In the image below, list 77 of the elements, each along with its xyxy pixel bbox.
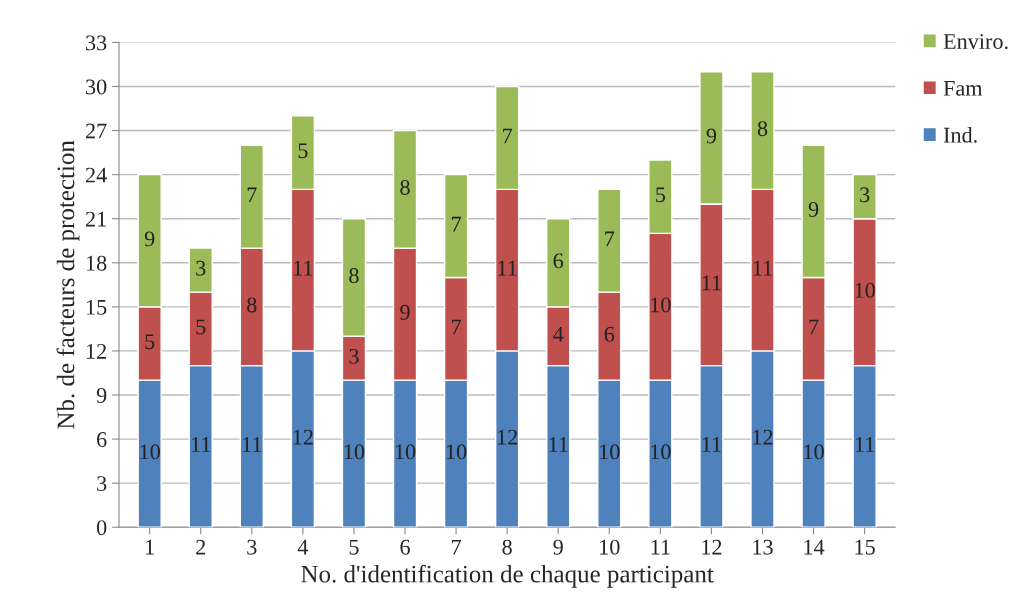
data-label: 10	[344, 444, 365, 460]
data-label: 11	[498, 260, 517, 276]
data-label: 6	[604, 326, 615, 342]
x-tick-label: 4	[297, 539, 309, 555]
data-label: 9	[400, 304, 410, 320]
y-tick-label: 21	[85, 211, 106, 227]
y-tick-label: 30	[86, 79, 107, 95]
data-label: 11	[243, 437, 262, 452]
data-label: 12	[293, 429, 313, 445]
data-label: 12	[753, 429, 773, 445]
x-tick-label: 7	[451, 539, 461, 555]
data-label: 11	[855, 437, 874, 452]
data-label: 8	[757, 121, 768, 137]
x-tick-label: 10	[600, 539, 620, 555]
data-label: 10	[395, 444, 416, 460]
data-label: 9	[144, 231, 155, 247]
data-label: 3	[349, 348, 359, 364]
data-label: 8	[400, 179, 410, 195]
data-label: 7	[809, 319, 819, 335]
y-axis-title: Nb. de facteurs de protection	[56, 140, 80, 429]
data-label: 7	[605, 231, 615, 247]
y-tick-label: 12	[86, 343, 106, 359]
data-label: 10	[804, 444, 824, 460]
x-tick-label: 2	[196, 539, 206, 555]
x-tick-label: 12	[702, 539, 722, 555]
data-label: 5	[656, 187, 666, 203]
data-label: 9	[808, 201, 819, 217]
x-tick-label: 8	[502, 539, 512, 555]
data-label: 5	[298, 143, 308, 159]
x-tick-label: 11	[651, 539, 670, 555]
data-label: 7	[451, 319, 461, 335]
y-tick-label: 18	[86, 255, 107, 271]
data-label: 4	[553, 326, 564, 342]
x-tick-label: 9	[553, 539, 563, 555]
data-label: 11	[702, 437, 721, 452]
y-tick-label: 27	[85, 123, 107, 139]
data-label: 5	[196, 319, 206, 335]
x-tick-label: 15	[855, 539, 875, 555]
data-label: 11	[702, 275, 721, 291]
legend-label: Ind.	[943, 126, 977, 143]
data-label: 10	[855, 282, 875, 298]
y-tick-label: 3	[97, 476, 107, 492]
data-label: 8	[349, 268, 359, 284]
data-label: 11	[753, 260, 772, 276]
x-tick-label: 1	[146, 539, 154, 555]
y-tick-label: 33	[86, 35, 107, 51]
data-label: 3	[860, 187, 870, 203]
y-tick-label: 9	[96, 388, 107, 403]
x-axis-title: No. d'identification de chaque participant	[301, 564, 714, 588]
data-label: 10	[651, 444, 671, 460]
data-label: 11	[294, 260, 313, 276]
data-label: 10	[600, 444, 620, 460]
data-label: 11	[192, 437, 211, 452]
data-label: 7	[247, 187, 257, 203]
legend-label: Fam	[943, 81, 983, 96]
x-tick-label: 6	[400, 539, 410, 555]
x-tick-label: 3	[247, 539, 257, 555]
legend-label: Enviro.	[943, 34, 1008, 50]
data-label: 5	[145, 334, 155, 350]
data-label: 10	[446, 444, 467, 460]
data-label: 8	[247, 297, 257, 313]
y-tick-label: 6	[97, 432, 107, 447]
x-tick-label: 13	[753, 539, 773, 555]
data-label: 10	[651, 297, 671, 313]
data-label: 11	[549, 437, 568, 452]
data-label: 3	[196, 260, 206, 276]
data-label: 10	[140, 444, 160, 460]
y-tick-label: 15	[86, 299, 107, 315]
data-label: 9	[706, 128, 717, 144]
y-tick-label: 24	[85, 167, 107, 183]
data-label: 6	[553, 253, 564, 269]
data-label: 7	[503, 128, 513, 144]
x-tick-label: 14	[804, 539, 825, 555]
y-tick-label: 0	[96, 520, 107, 536]
data-label: 7	[451, 216, 461, 232]
x-tick-label: 5	[349, 539, 359, 555]
data-label: 12	[497, 429, 518, 445]
